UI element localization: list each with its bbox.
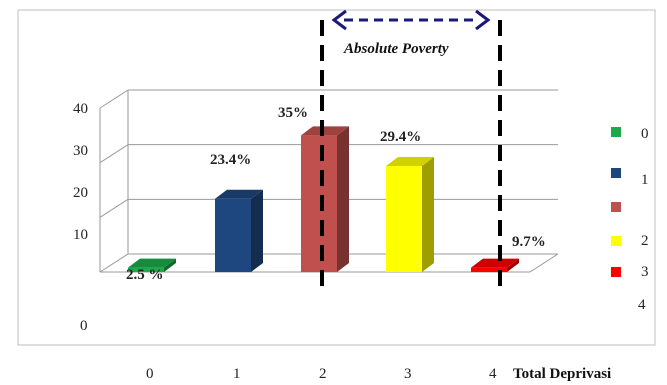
x-tick-label-3: 3 <box>404 366 412 382</box>
legend-label-2: 2 <box>641 233 649 249</box>
legend-label-1: 1 <box>641 172 649 188</box>
x-tick-label-0: 0 <box>146 366 154 382</box>
annotation-label: Absolute Poverty <box>343 41 449 57</box>
bar-4 <box>471 258 519 272</box>
bar-3 <box>386 156 434 272</box>
legend-marker-2 <box>611 202 621 212</box>
bar-1 <box>215 189 263 272</box>
x-tick-label-1: 1 <box>233 366 241 382</box>
legend-label-0: 0 <box>641 126 649 142</box>
x-tick-label-4: 4 <box>489 366 497 382</box>
y-axis-ticks: 40 30 20 10 0 <box>73 101 88 334</box>
legend-marker-3 <box>611 236 621 246</box>
legend-label-3: 3 <box>641 264 649 280</box>
legend-marker-4 <box>611 267 621 277</box>
y-tick-label-30: 30 <box>73 143 88 159</box>
y-tick-label-20: 20 <box>73 185 88 201</box>
data-label-2: 35% <box>278 105 308 121</box>
y-tick-label-10: 10 <box>73 227 88 243</box>
x-tick-label-2: 2 <box>319 366 327 382</box>
bar-2 <box>301 126 349 272</box>
legend: 0 1 2 3 4 <box>611 126 649 313</box>
y-tick-label-40: 40 <box>73 101 88 117</box>
x-axis-ticks: 0 1 2 3 4 <box>146 366 497 382</box>
gridline-40 <box>99 89 558 109</box>
legend-marker-1 <box>611 168 621 178</box>
y-tick-label-0: 0 <box>80 318 88 334</box>
bars <box>128 126 519 272</box>
data-labels: 2.5 % 23.4% 35% 29.4% 9.7% <box>126 105 546 283</box>
annotation-arrow-right-head <box>475 9 491 31</box>
data-label-4: 9.7% <box>512 234 546 250</box>
absolute-poverty-annotation: Absolute Poverty <box>320 9 502 290</box>
floor-right-edge <box>529 253 559 273</box>
data-label-3: 29.4% <box>380 129 421 145</box>
data-label-0: 2.5 % <box>126 267 164 283</box>
annotation-arrow-left-head <box>331 9 347 31</box>
legend-marker-0 <box>611 127 621 137</box>
legend-label-4: 4 <box>638 297 646 313</box>
data-label-1: 23.4% <box>210 152 251 168</box>
x-axis-title: Total Deprivasi <box>513 366 611 382</box>
bar-0 <box>128 258 176 272</box>
